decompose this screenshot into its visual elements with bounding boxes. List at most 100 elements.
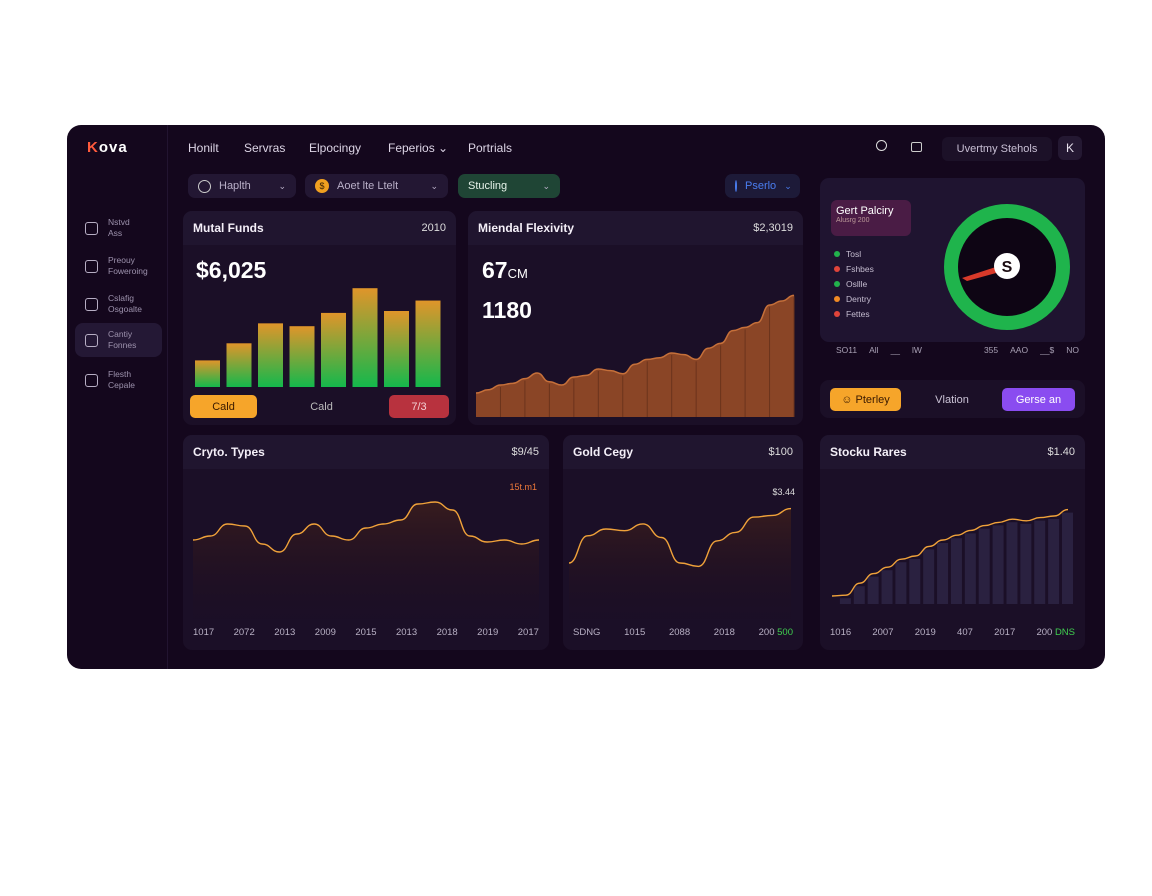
chevron-down-icon: ⌄ [430, 180, 438, 191]
area-chart [475, 294, 795, 417]
line-area-fill [569, 508, 791, 619]
gauge-center [994, 253, 1020, 279]
legend-dot [834, 265, 840, 272]
legend-item: Dentry [834, 291, 874, 306]
sidebar-item[interactable]: Preouy Foweroing [75, 249, 162, 283]
series-line [192, 501, 540, 553]
crypto-line-chart [192, 501, 540, 619]
series-line [831, 508, 1069, 597]
x-tick: 2017 [517, 627, 539, 638]
gold-card: Gold Cegy $100 $3.44 SDNG 1015 2088 2018 200 … [563, 435, 803, 650]
sidebar-item[interactable]: Flesth Cepale [75, 363, 162, 397]
dollar-coin-icon: $ [315, 179, 329, 193]
metric-count: 1180 [482, 297, 532, 323]
series-line [568, 507, 792, 568]
bar [867, 576, 879, 604]
cald-button[interactable]: Cald [190, 395, 257, 418]
bar [839, 598, 851, 604]
x-tick: 1015 [624, 627, 646, 638]
avatar[interactable]: K [1058, 136, 1082, 160]
gauge-axis-label: SO11 [836, 345, 858, 355]
vlation-button[interactable]: Vlation [935, 393, 969, 406]
x-tick-highlight: 500 [777, 627, 793, 638]
gerse-button[interactable]: Gerse an [1002, 388, 1075, 411]
card-amount: $2,3019 [753, 222, 793, 234]
gauge-axis-label: __ [890, 345, 901, 355]
x-tick: SDNG [573, 627, 601, 638]
x-tick: 2019 [914, 627, 936, 638]
bar [881, 570, 893, 604]
gold-line-chart [568, 507, 792, 619]
chevron-down-icon: ⌄ [542, 180, 550, 191]
bar [352, 288, 378, 387]
bar [923, 549, 935, 604]
pterley-button[interactable]: ☺ Pterley [830, 388, 901, 411]
card-amount: $100 [768, 446, 793, 458]
smile-icon: ☺ [841, 393, 856, 406]
bar [1034, 520, 1046, 604]
cald-tab[interactable]: Cald [310, 400, 333, 413]
sidebar-icon [85, 333, 98, 347]
bar [415, 300, 441, 387]
filter-studing[interactable]: Stucling ⌄ [458, 174, 560, 198]
gauge-card: Gert Palciry Alusrg 200 Tosl Fshbes Osllle D… [820, 178, 1085, 342]
sidebar-icon [85, 221, 98, 235]
sidebar-icon [85, 259, 98, 273]
x-tick: 2072 [233, 627, 255, 638]
card-amount: $9/45 [511, 446, 539, 458]
metric-cm: 67CM [482, 257, 528, 283]
nav-item[interactable]: Portrials [468, 141, 513, 155]
filter-profile[interactable]: Pserlo ⌄ [725, 174, 800, 198]
mutual-value: $6,025 [196, 257, 267, 283]
card-amount: $1.40 [1047, 446, 1075, 458]
bar [384, 311, 409, 387]
bar [1062, 512, 1073, 604]
bar-chart [195, 288, 441, 387]
nav-item[interactable]: Feperios ⌄ [388, 141, 449, 155]
action-bar: ☺ Pterley Vlation Gerse an [820, 380, 1085, 418]
notes-icon[interactable] [911, 142, 922, 152]
bar [226, 343, 252, 387]
grid-coin-icon [198, 179, 211, 193]
legend-dot [834, 250, 840, 257]
mental-flexivity-card: Miendal Flexivity $2,3019 67CM 1180 [468, 211, 803, 425]
x-tick: 2009 [314, 627, 336, 638]
bar [937, 543, 949, 604]
user-menu[interactable]: Uvertmy Stehols [942, 137, 1052, 161]
gauge-axis-label: lW [912, 345, 922, 355]
gauge-axis-label: AAO [1010, 345, 1029, 355]
legend-dot [834, 310, 840, 317]
x-tick: 2018 [713, 627, 735, 638]
bar [964, 533, 976, 604]
bar [978, 528, 990, 604]
gauge-title-box: Gert Palciry Alusrg 200 [831, 200, 911, 236]
nav-item[interactable]: Honilt [188, 141, 219, 155]
gauge-axis-label: All [869, 345, 879, 355]
ratio-button[interactable]: 7/3 [389, 395, 449, 418]
sidebar-item[interactable]: Cantiy Fonnes [75, 323, 162, 357]
chevron-down-icon: ⌄ [278, 180, 286, 191]
annotation: 15t.m1 [509, 482, 537, 492]
nav-item[interactable]: Servras [244, 141, 286, 155]
x-tick-highlight: DNS [1054, 627, 1075, 638]
x-tick: 200 [758, 627, 775, 638]
bar [321, 312, 346, 387]
nav-item[interactable]: Elpocingy [309, 141, 362, 155]
x-tick: 2019 [477, 627, 499, 638]
area-fill [476, 295, 794, 417]
sidebar-item[interactable]: Cslafig Osgoalte [75, 287, 162, 321]
gauge-axis-label: NO [1066, 345, 1080, 355]
mutual-funds-card: Mutal Funds 2010 $6,025 Cald Cald 7/3 [183, 211, 456, 425]
legend-dot [834, 280, 840, 287]
sidebar-item[interactable]: Nstvd Ass [75, 211, 162, 245]
x-tick: 1016 [830, 627, 852, 638]
filter-asset[interactable]: $ Aoet lte Ltelt ⌄ [305, 174, 448, 198]
legend-item: Fshbes [834, 261, 874, 276]
bar [909, 559, 921, 604]
filter-health[interactable]: Haplth ⌄ [188, 174, 296, 198]
legend-item: Tosl [834, 246, 874, 261]
x-tick: 2015 [355, 627, 377, 638]
bar [1048, 519, 1060, 604]
crypto-types-card: Cryto. Types $9/45 15t.m1 1017 2072 2013 200… [183, 435, 549, 650]
search-icon[interactable] [876, 140, 887, 151]
